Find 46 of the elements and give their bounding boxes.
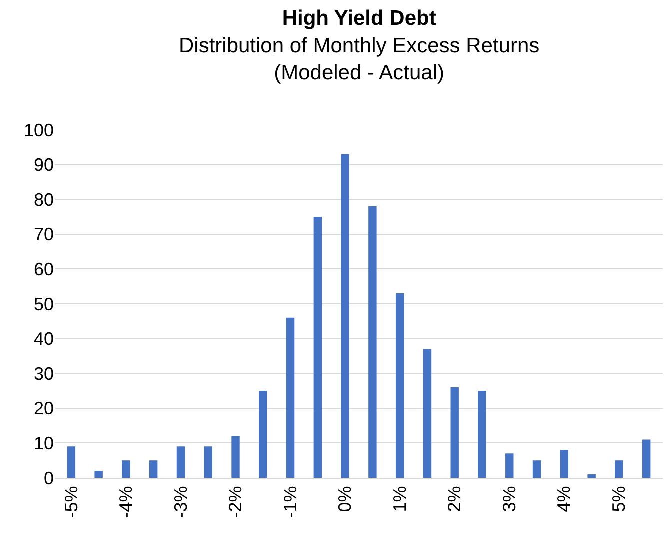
bar [506,454,514,478]
bar [615,460,624,478]
bar [478,391,486,478]
bar [122,460,130,478]
y-tick-label: 40 [34,329,54,350]
y-tick-label: 50 [34,294,54,314]
y-tick-label: 0 [44,468,54,488]
y-tick-label: 30 [34,364,54,384]
bar [259,391,268,478]
y-tick-label: 80 [34,190,54,210]
bar [368,206,377,478]
y-tick-label: 20 [34,398,54,419]
bar [314,217,322,478]
bar [532,460,542,478]
x-tick-label: 2% [444,486,465,512]
bar [149,460,158,478]
bar [642,440,651,478]
y-tick-label: 100 [24,120,54,140]
x-tick-label: 0% [335,486,356,512]
chart-title: High Yield Debt [282,7,436,30]
y-tick-label: 70 [34,224,54,245]
x-tick-label: 1% [390,486,410,512]
bar [588,474,596,478]
bar [94,471,103,478]
x-tick-label: -2% [226,486,246,518]
bar [560,450,569,478]
bar [423,349,432,478]
x-tick-label: -4% [116,486,136,518]
bar [396,294,404,478]
x-tick-label: 4% [554,486,574,512]
x-tick-label: 3% [499,486,520,512]
bar [176,446,186,478]
x-tick-label: 5% [609,486,630,512]
bar [341,154,350,478]
x-tick-label: -1% [280,486,300,518]
chart-subtitle: Distribution of Monthly Excess Returns (Modeled - Actual) [179,34,540,85]
y-tick-label: 90 [34,155,54,176]
bar [286,318,295,478]
bar [450,388,459,478]
bar [204,446,212,478]
y-tick-label: 10 [34,434,54,454]
bar [67,446,76,478]
y-tick-label: 60 [34,260,54,280]
bar [232,436,240,478]
x-tick-label: -3% [170,486,191,518]
x-tick-label: -5% [61,486,82,518]
